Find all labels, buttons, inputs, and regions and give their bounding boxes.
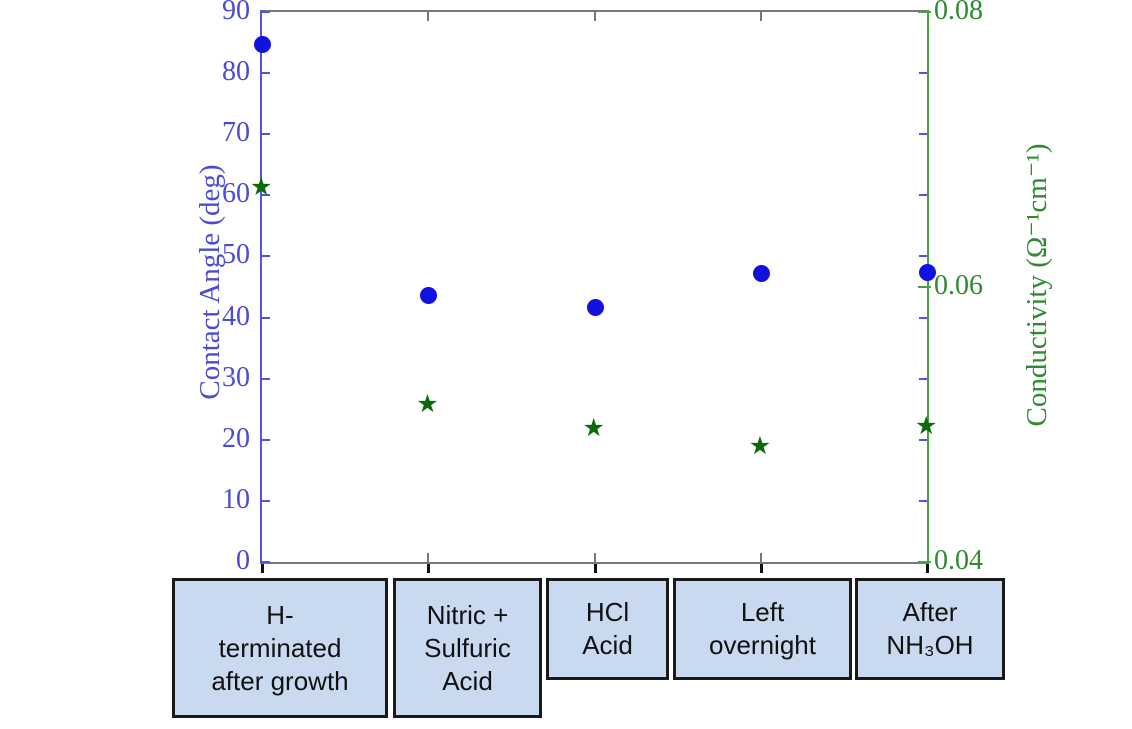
left-axis-tick bbox=[262, 499, 270, 502]
contact-angle-point circle-marker bbox=[752, 264, 770, 282]
left-axis-tick bbox=[262, 438, 270, 441]
right-axis-mirror-tick bbox=[919, 133, 927, 136]
category-box-line: Acid bbox=[582, 630, 633, 660]
category-box-line: terminated bbox=[218, 632, 342, 663]
star-marker: ★ bbox=[416, 389, 439, 419]
left-axis-tick bbox=[262, 133, 270, 136]
bottom-outside-tick bbox=[427, 564, 431, 573]
left-tick-label: 10 bbox=[222, 483, 250, 515]
bottom-outside-tick bbox=[593, 564, 597, 573]
category-box-line: HCl bbox=[585, 597, 630, 627]
category-box: Nitric + Sulfuric Acid bbox=[393, 578, 542, 718]
left-axis-tick bbox=[262, 194, 270, 197]
top-axis-tick bbox=[427, 12, 430, 21]
left-tick-label: 30 bbox=[222, 361, 250, 393]
left-tick-label: 40 bbox=[222, 300, 250, 332]
right-axis-tick bbox=[918, 561, 931, 563]
right-axis-mirror-tick bbox=[919, 438, 927, 441]
right-axis-mirror-tick bbox=[919, 194, 927, 197]
category-box-line: Left bbox=[740, 597, 785, 627]
right-axis-tick bbox=[918, 286, 931, 288]
left-tick-label: 80 bbox=[222, 56, 250, 88]
bottom-axis-tick bbox=[427, 553, 430, 562]
left-tick-label: 50 bbox=[222, 239, 250, 271]
category-box: After NH₃OH bbox=[855, 578, 1005, 680]
category-box: H-terminated after growth bbox=[172, 578, 388, 718]
category-box-line: Nitric + bbox=[426, 599, 509, 630]
right-axis-tick bbox=[918, 11, 931, 13]
category-box-line: After bbox=[902, 597, 958, 627]
bottom-axis-line bbox=[262, 562, 929, 564]
category-box-line: NH₃OH bbox=[886, 630, 974, 660]
star-marker: ★ bbox=[915, 411, 938, 441]
bottom-axis-tick bbox=[759, 553, 762, 562]
left-axis-tick bbox=[262, 561, 270, 563]
left-axis-tick bbox=[262, 255, 270, 258]
category-box-line: overnight bbox=[709, 630, 816, 660]
category-box: HCl Acid bbox=[546, 578, 669, 680]
bottom-outside-tick bbox=[926, 564, 929, 573]
left-axis-title: Contact Angle (deg) bbox=[193, 164, 226, 400]
contact-angle-point circle-marker bbox=[919, 264, 936, 282]
star-marker: ★ bbox=[748, 430, 772, 460]
left-axis-tick bbox=[262, 11, 270, 13]
left-axis-line bbox=[260, 10, 262, 564]
contact-angle-point circle-marker bbox=[586, 299, 604, 317]
left-tick-label: 60 bbox=[222, 178, 250, 210]
left-tick-label: 0 bbox=[236, 545, 250, 576]
right-axis-mirror-tick bbox=[919, 499, 927, 502]
top-axis-tick bbox=[759, 12, 762, 21]
bottom-outside-tick bbox=[759, 564, 763, 573]
left-axis-tick bbox=[262, 72, 270, 75]
left-tick-label: 20 bbox=[222, 422, 250, 454]
right-axis-title: Conductivity (Ω⁻¹cm⁻¹) bbox=[1020, 143, 1053, 427]
left-tick-label: 90 bbox=[222, 0, 250, 26]
top-axis-line bbox=[262, 10, 927, 12]
category-box-line: after growth bbox=[211, 665, 349, 696]
right-axis-mirror-tick bbox=[919, 255, 927, 258]
star-marker: ★ bbox=[250, 172, 273, 201]
category-box-line: Sulfuric bbox=[424, 632, 511, 663]
left-axis-tick bbox=[262, 377, 270, 380]
left-axis-tick bbox=[262, 316, 270, 319]
contact-angle-point circle-marker bbox=[420, 286, 438, 304]
bottom-axis-tick bbox=[593, 553, 596, 562]
right-axis-mirror-tick bbox=[919, 316, 927, 319]
right-tick-label: 0.04 bbox=[934, 545, 983, 576]
left-tick-label: 70 bbox=[222, 117, 250, 149]
contact-angle-point circle-marker bbox=[254, 35, 271, 53]
top-axis-tick bbox=[593, 12, 596, 21]
category-box-line: Acid bbox=[442, 665, 493, 696]
category-box-line: H- bbox=[266, 599, 294, 630]
star-marker: ★ bbox=[582, 412, 605, 442]
category-box: Left overnight bbox=[673, 578, 852, 680]
bottom-outside-tick bbox=[261, 564, 264, 573]
right-tick-label: 0.06 bbox=[934, 270, 983, 301]
right-axis-mirror-tick bbox=[919, 377, 927, 380]
right-tick-label: 0.08 bbox=[934, 0, 983, 26]
right-axis-mirror-tick bbox=[919, 72, 927, 75]
